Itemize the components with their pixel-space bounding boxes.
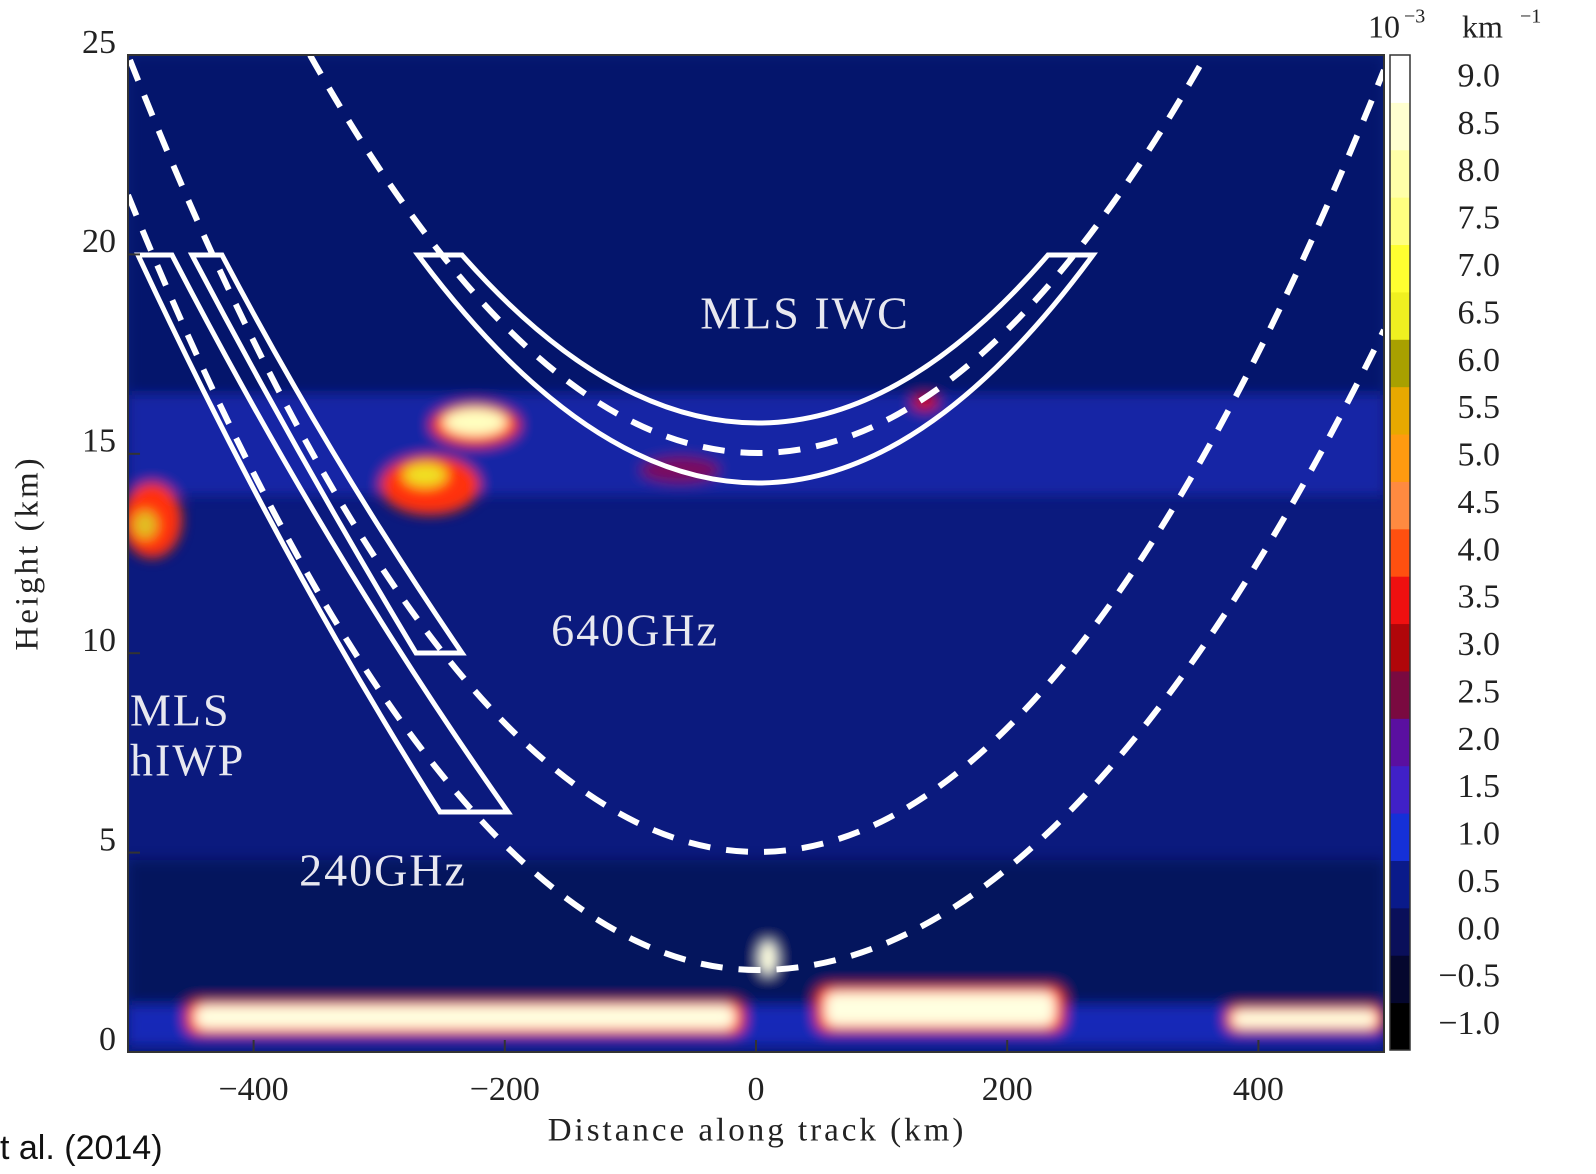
colorbar-tick-label: 7.5: [1458, 200, 1501, 237]
colorbar-tick-label: 3.5: [1458, 579, 1501, 616]
iwc-box: [413, 252, 1098, 486]
iwc-curve: [307, 55, 1209, 457]
colorbar-swatch: [1390, 197, 1410, 246]
colorbar-tick-label: 5.0: [1458, 437, 1501, 474]
colorbar-swatch: [1390, 528, 1410, 577]
colorbar-tick-label: 1.0: [1458, 816, 1501, 853]
colorbar-tick-label: 6.0: [1458, 342, 1501, 379]
x-tick-label: 0: [748, 1071, 765, 1108]
y-tick-label: 15: [82, 423, 116, 460]
colorbar-tick-label: 1.5: [1458, 768, 1501, 805]
colorbar-swatch: [1390, 718, 1410, 767]
colorbar-swatch: [1390, 576, 1410, 625]
colorbar-tick-label: 8.5: [1458, 105, 1501, 142]
colorbar-tick-label: 9.0: [1458, 57, 1501, 94]
colorbar-tick-label: −1.0: [1438, 1005, 1500, 1042]
field: [128, 55, 1384, 1052]
colorbar-swatch: [1390, 955, 1410, 1004]
colorbar-swatch: [1390, 244, 1410, 293]
y-tick-label: 10: [82, 622, 116, 659]
x-tick-label: −400: [219, 1071, 289, 1108]
colorbar-swatch: [1390, 907, 1410, 956]
colorbar-tick-label: 3.0: [1458, 626, 1501, 663]
y-tick-label: 20: [82, 223, 116, 260]
unit-exp: −1: [1520, 6, 1541, 28]
colorbar-swatch: [1390, 813, 1410, 861]
colorbar-swatch: [1390, 339, 1410, 388]
y-tick-label: 5: [99, 821, 116, 858]
colorbar-tick-label: 4.0: [1458, 531, 1501, 568]
colorbar-tick-label: 2.0: [1458, 721, 1501, 758]
citation: t al. (2014): [0, 1129, 163, 1167]
y-tick-label: 0: [99, 1021, 116, 1058]
y-axis-label: Height (km): [10, 455, 46, 650]
colorbar-swatch: [1390, 102, 1410, 151]
field-of-view-boxes: [134, 252, 1098, 815]
colorbar-unit: 10 −3 km −1: [1368, 6, 1541, 45]
annotation: hIWP: [130, 735, 245, 786]
colorbar-swatch: [1390, 481, 1410, 530]
colorbar-swatch: [1390, 765, 1410, 814]
annotation: 240GHz: [299, 845, 467, 896]
x-tick-label: 400: [1233, 1071, 1284, 1108]
colorbar-swatch: [1390, 434, 1410, 482]
x-tick-label: −200: [470, 1071, 540, 1108]
colorbar-tick-label: 2.5: [1458, 673, 1501, 710]
ghz640-curve: [128, 58, 1384, 856]
colorbar-swatch: [1390, 860, 1410, 909]
annotation: MLS IWC: [700, 288, 910, 339]
x-axis-label: Distance along track (km): [548, 1113, 967, 1149]
colorbar-tick-label: 0.0: [1458, 910, 1501, 947]
ghz240-curve: [128, 193, 1384, 974]
dashed-curves: [128, 55, 1384, 974]
colorbar-tick-label: 8.0: [1458, 152, 1501, 189]
ghz640-box: [187, 252, 467, 656]
colorbar-swatch: [1390, 386, 1410, 435]
annotation: 640GHz: [551, 605, 719, 656]
colorbar-swatch: [1390, 670, 1410, 719]
colorbar-swatch: [1390, 55, 1410, 103]
y-tick-label: 25: [82, 24, 116, 61]
colorbar-swatch: [1390, 149, 1410, 198]
annotation: MLS: [130, 685, 231, 736]
x-tick-label: 200: [982, 1071, 1033, 1108]
colorbar-frame: [1389, 54, 1411, 1051]
ghz240-box: [134, 252, 513, 815]
colorbar-tick-label: 4.5: [1458, 484, 1501, 521]
colorbar-tick-label: 6.5: [1458, 294, 1501, 331]
colorbar-swatch: [1390, 291, 1410, 340]
unit: km: [1462, 8, 1503, 44]
unit-base-exp: −3: [1404, 6, 1425, 28]
colorbar-swatch: [1390, 1002, 1410, 1051]
colorbar-swatch: [1390, 623, 1410, 672]
colorbar-tick-label: −0.5: [1438, 958, 1500, 995]
colorbar-tick-label: 5.5: [1458, 389, 1501, 426]
colorbar-tick-label: 0.5: [1458, 863, 1501, 900]
colorbar-tick-label: 7.0: [1458, 247, 1501, 284]
unit-base: 10: [1368, 8, 1400, 44]
